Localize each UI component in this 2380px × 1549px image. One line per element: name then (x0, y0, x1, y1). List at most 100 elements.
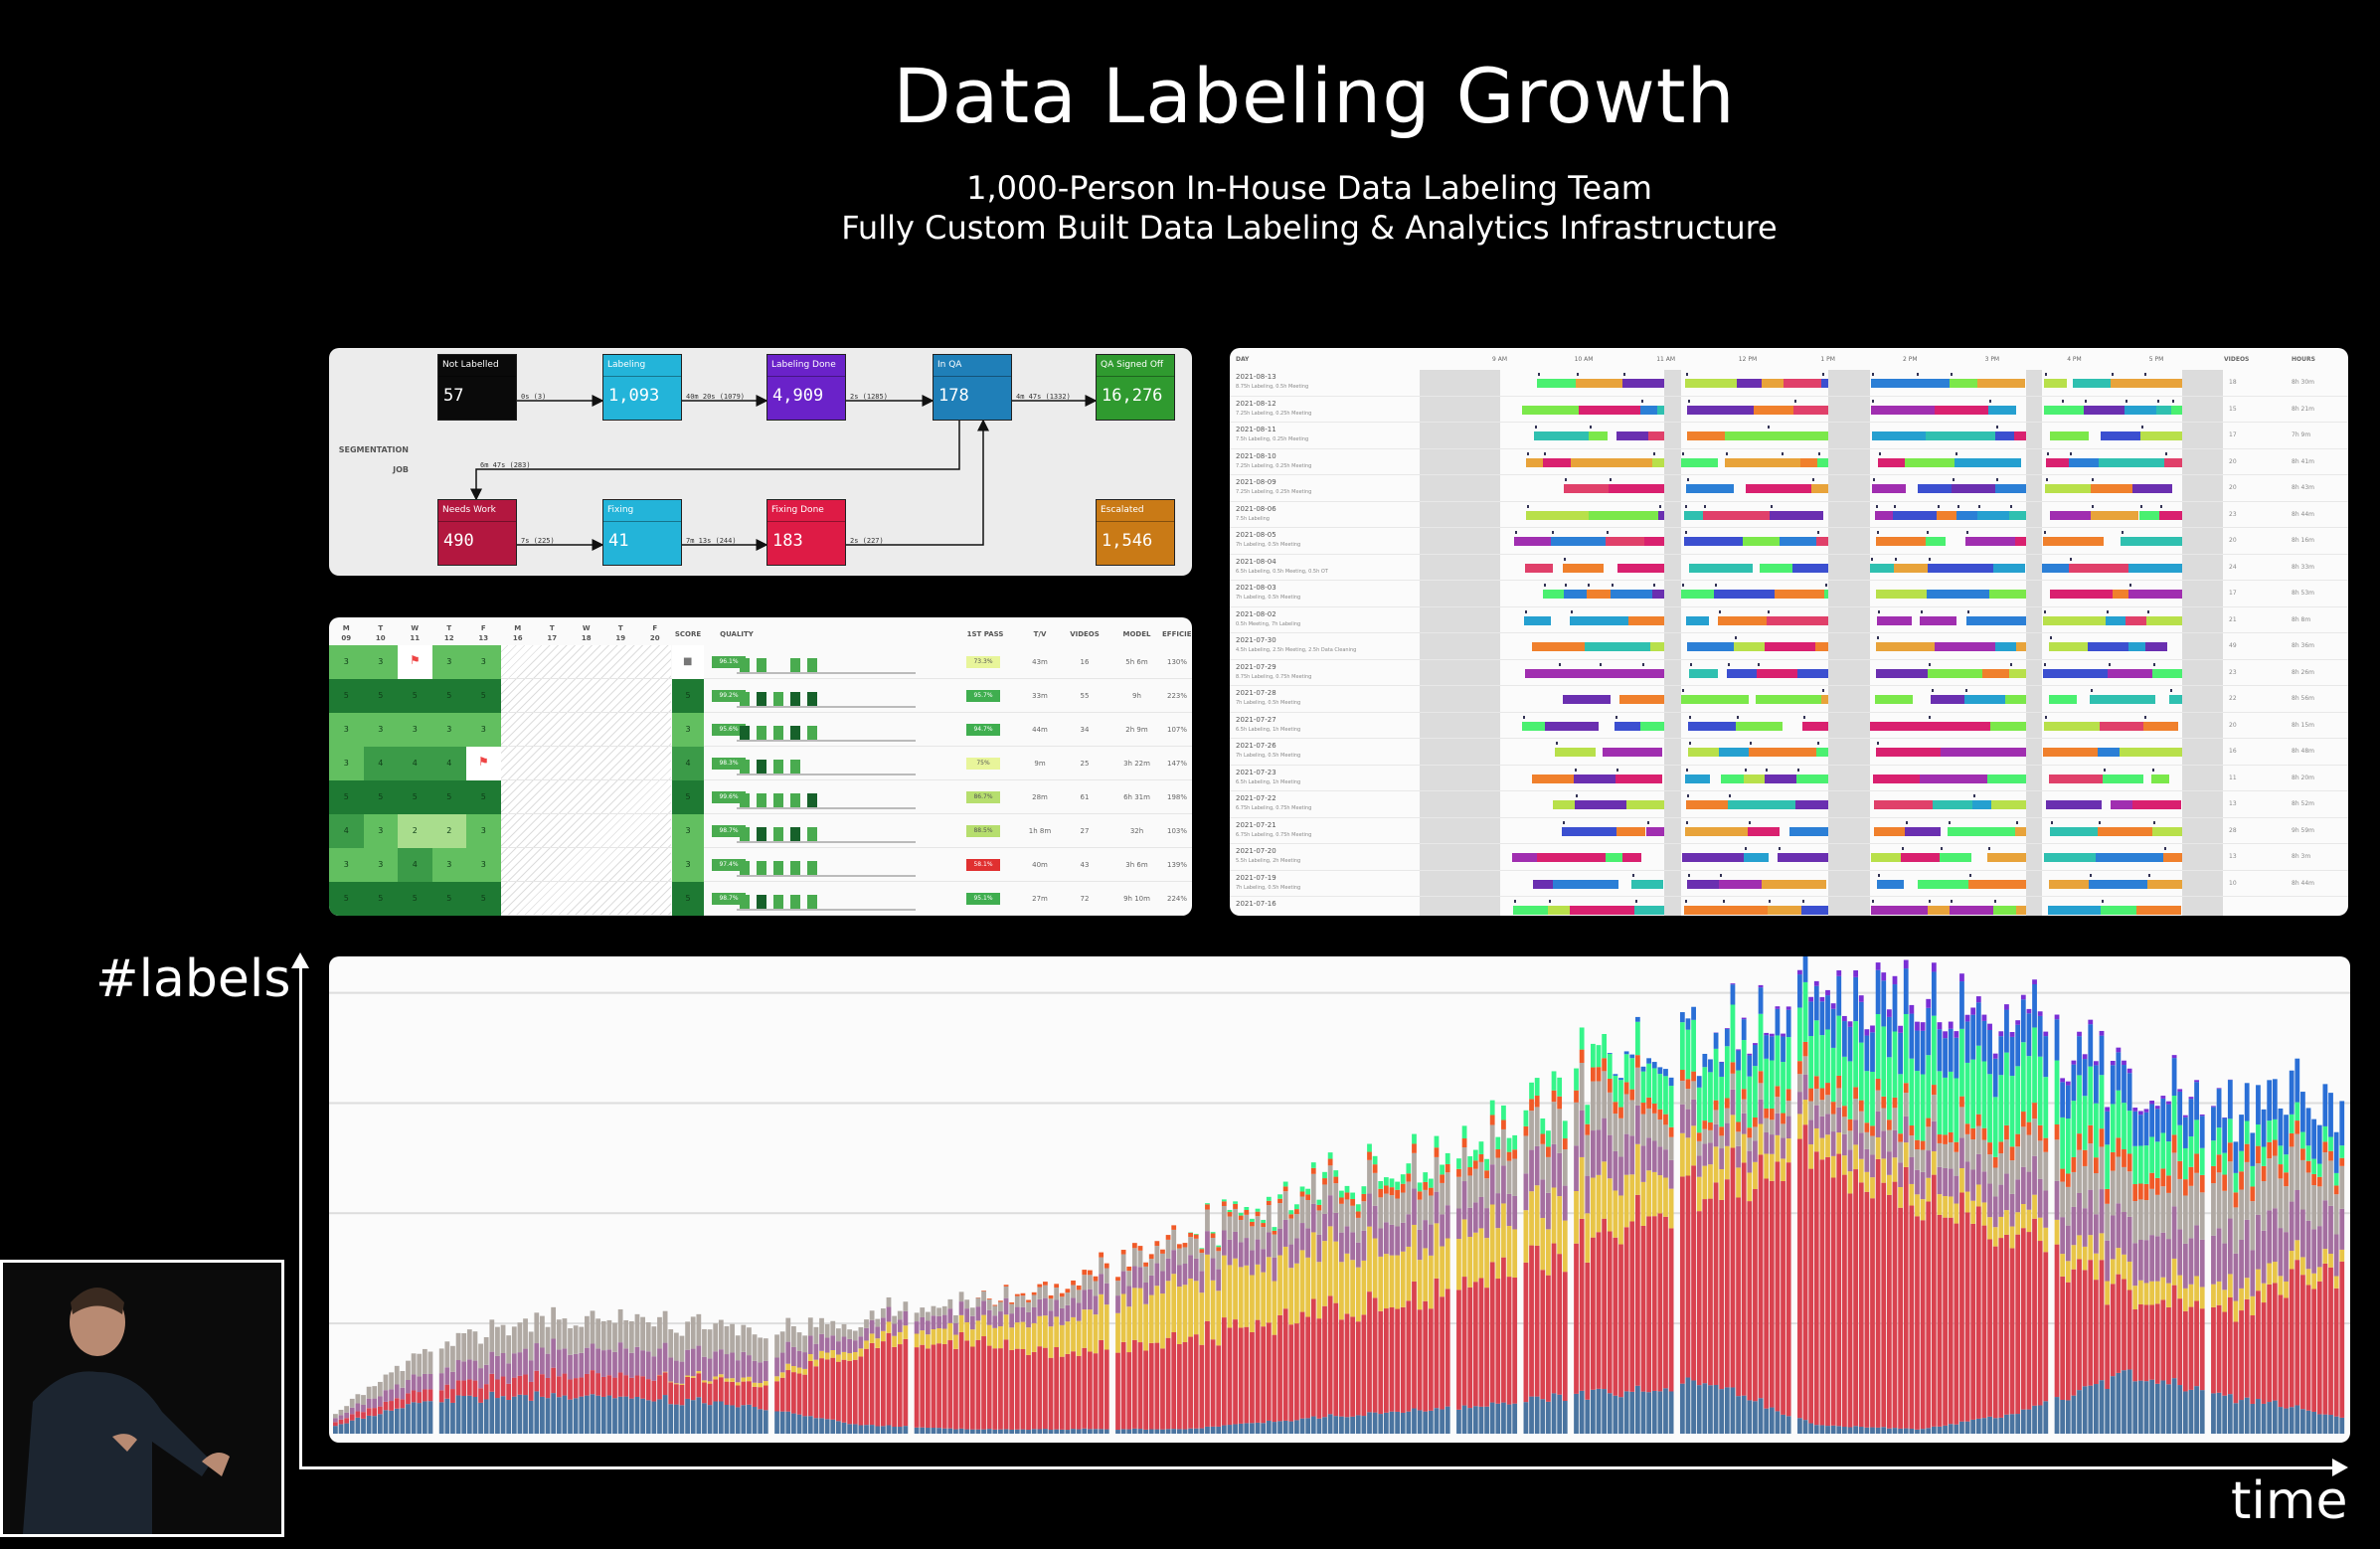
bar-segment-s6 (1137, 1246, 1143, 1251)
bar-segment-s4 (718, 1349, 724, 1375)
bar-segment-s5 (1065, 1292, 1071, 1305)
event-marker (1686, 478, 1689, 481)
bar-segment-s3 (1825, 1134, 1830, 1157)
bar-segment-s4 (1282, 1219, 1288, 1247)
event-marker (1988, 399, 1991, 403)
bar-segment-s8 (1668, 1077, 1674, 1087)
bar-segment-s1 (1736, 1396, 1741, 1434)
bar-segment-s1 (1753, 1401, 1758, 1434)
state-box-labeling-done[interactable]: Labeling Done 4,909 (766, 354, 846, 421)
bar-segment-s7 (1937, 1071, 1943, 1135)
bar-segment-s5 (1579, 1062, 1585, 1111)
bar-segment-s1 (528, 1400, 534, 1434)
bar-segment-s1 (1909, 1428, 1915, 1434)
bar-segment-s5 (1294, 1214, 1299, 1239)
activity-segment (1756, 668, 1797, 678)
bar-segment-s1 (1199, 1428, 1205, 1434)
row-hours: 8h 44m (2292, 879, 2315, 887)
bar-segment-s4 (466, 1359, 472, 1380)
bar-segment-s1 (2177, 1385, 2183, 1434)
state-box-labeling[interactable]: Labeling 1,093 (602, 354, 682, 421)
bar-segment-s9 (1898, 1025, 1904, 1033)
day-score-cell: 3 (329, 848, 364, 882)
bar-segment-s3 (1372, 1238, 1378, 1298)
activity-segment (1992, 563, 2026, 573)
bar-segment-s1 (1585, 1399, 1591, 1434)
day-score-cell: 5 (398, 679, 432, 713)
state-box-fixing-done[interactable]: Fixing Done 183 (766, 499, 846, 566)
bar-segment-s6 (1618, 1107, 1623, 1119)
bar-segment-s2 (2015, 1234, 2021, 1415)
bar-segment-s1 (785, 1411, 791, 1434)
activity-segment (2128, 642, 2145, 651)
bar-segment-s2 (1903, 1166, 1909, 1429)
bar-segment-s5 (1736, 1131, 1741, 1146)
bar-segment-s1 (668, 1404, 674, 1434)
bar-segment-s5 (886, 1296, 892, 1307)
day-number: 20 (649, 634, 660, 642)
bar-segment-s2 (1361, 1314, 1367, 1417)
bar-segment-s7 (2322, 1125, 2328, 1142)
bar-segment-s1 (2328, 1415, 2333, 1434)
break-band (1828, 370, 1870, 916)
event-marker (1589, 426, 1592, 429)
state-box-qa-signed-off[interactable]: QA Signed Off 16,276 (1096, 354, 1175, 421)
bar-segment-s2 (634, 1375, 640, 1397)
bar-segment-s8 (2339, 1101, 2345, 1146)
bar-segment-s4 (1238, 1242, 1244, 1268)
activity-segment (2169, 695, 2182, 704)
bar-segment-s7 (1808, 1036, 1814, 1089)
bar-segment-s3 (1014, 1322, 1020, 1349)
bar-segment-s2 (495, 1379, 500, 1399)
row-date: 2021-08-06 (1236, 504, 1276, 513)
bar-segment-s1 (747, 1404, 752, 1434)
bar-segment-s5 (841, 1323, 847, 1337)
quality-badge: 95.6% (712, 724, 746, 736)
bar-segment-s2 (1277, 1314, 1282, 1422)
state-box-not-labelled[interactable]: Not Labelled 57 (437, 354, 517, 421)
bar-segment-s6 (2188, 1166, 2194, 1186)
bar-segment-s5 (897, 1310, 903, 1320)
bar-segment-s5 (1154, 1246, 1160, 1264)
activity-segment (2015, 826, 2026, 836)
quality-baseline (737, 740, 916, 742)
bar-segment-s5 (2032, 1119, 2037, 1156)
bar-segment-s6 (1975, 1114, 1981, 1126)
bar-segment-s2 (735, 1385, 741, 1408)
bar-segment-s9 (2132, 1108, 2138, 1112)
bar-segment-s2 (1288, 1324, 1294, 1422)
bar-segment-s5 (1785, 1101, 1791, 1117)
bar-segment-s7 (2009, 1076, 2015, 1147)
bar-segment-s9 (1998, 1031, 2004, 1037)
bar-segment-s2 (506, 1383, 512, 1401)
bar-segment-s2 (1512, 1277, 1518, 1404)
bar-segment-s1 (1562, 1401, 1568, 1434)
event-marker (1686, 820, 1689, 824)
bar-segment-s2 (1506, 1277, 1512, 1405)
timeline-row: 2021-07-28 7h Labeling, 0.5h Meeting 22 8h … (1230, 686, 2348, 713)
bar-segment-s1 (1250, 1423, 1255, 1434)
bar-segment-s7 (1400, 1174, 1406, 1184)
event-marker (2089, 873, 2092, 877)
bar-segment-s6 (1998, 1141, 2004, 1154)
bar-segment-s4 (394, 1384, 400, 1399)
bar-segment-s4 (483, 1364, 489, 1385)
state-box-needs-work[interactable]: Needs Work 490 (437, 499, 517, 566)
bar-segment-s4 (1193, 1258, 1199, 1282)
bar-segment-s5 (1412, 1152, 1417, 1189)
event-marker (1802, 715, 1805, 719)
bar-segment-s5 (2043, 1151, 2049, 1191)
row-videos: 23 (2229, 668, 2237, 676)
state-box-in-qa[interactable]: In QA 178 (933, 354, 1012, 421)
bar-segment-s1 (1785, 1416, 1791, 1434)
activity-segment (2125, 615, 2146, 625)
flag-icon: ⚑ (478, 755, 489, 769)
bar-segment-s6 (1294, 1209, 1299, 1215)
state-box-escalated[interactable]: Escalated 1,546 (1096, 499, 1175, 566)
bar-segment-s5 (1395, 1198, 1401, 1227)
bar-segment-s4 (1182, 1264, 1188, 1286)
state-box-fixing[interactable]: Fixing 41 (602, 499, 682, 566)
bar-segment-s7 (1389, 1178, 1395, 1188)
bar-segment-s2 (2333, 1288, 2339, 1417)
activity-segment (2091, 484, 2133, 493)
